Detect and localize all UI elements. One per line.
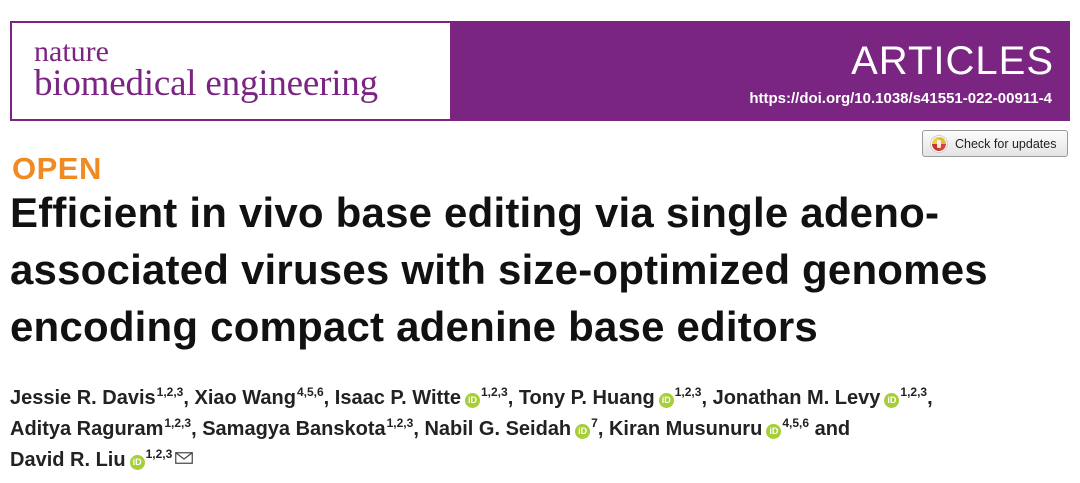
check-for-updates-icon: [930, 134, 948, 153]
author-item[interactable]: David R. Liu iD1,2,3: [10, 447, 173, 471]
author-item[interactable]: Jonathan M. Levy iD1,2,3: [712, 385, 928, 409]
author-item[interactable]: Jessie R. Davis1,2,3: [10, 385, 184, 409]
author-affiliation: 1,2,3: [386, 416, 414, 430]
author-separator: ,: [413, 418, 425, 440]
author-affiliation: 1,2,3: [156, 385, 184, 399]
mail-icon[interactable]: [175, 452, 194, 464]
orcid-icon[interactable]: iD: [129, 455, 145, 470]
author-name: Tony P. Huang: [518, 387, 655, 409]
author-separator: and: [809, 418, 851, 440]
check-for-updates-label: Check for updates: [955, 136, 1057, 151]
author-separator: ,: [927, 387, 933, 409]
author-separator: ,: [597, 418, 609, 440]
author-name: Kiran Musunuru: [608, 418, 763, 440]
author-item[interactable]: Samagya Banskota1,2,3: [202, 416, 414, 440]
author-name: Aditya Raguram: [10, 418, 164, 440]
author-name: Isaac P. Witte: [334, 387, 461, 409]
author-item[interactable]: Aditya Raguram1,2,3: [10, 416, 192, 440]
orcid-icon[interactable]: iD: [575, 424, 591, 439]
author-separator: ,: [507, 387, 519, 409]
orcid-icon[interactable]: iD: [884, 393, 900, 408]
orcid-icon[interactable]: iD: [766, 424, 782, 439]
orcid-icon[interactable]: iD: [464, 393, 480, 408]
doi-link[interactable]: https://doi.org/10.1038/s41551-022-00911…: [749, 90, 1052, 107]
author-affiliation: 4,5,6: [296, 385, 324, 399]
orcid-icon[interactable]: iD: [658, 393, 674, 408]
journal-logo[interactable]: nature biomedical engineering: [12, 23, 450, 119]
journal-banner: nature biomedical engineering ARTICLES h…: [10, 21, 1070, 121]
section-label: ARTICLES: [851, 39, 1054, 83]
author-separator: ,: [323, 387, 335, 409]
open-access-label: OPEN: [12, 151, 102, 186]
author-name: Samagya Banskota: [202, 418, 386, 440]
article-title: Efficient in vivo base editing via singl…: [10, 189, 988, 350]
author-item[interactable]: Nabil G. Seidah iD7: [424, 416, 598, 440]
author-affiliation: 1,2,3: [674, 385, 702, 399]
author-item[interactable]: Tony P. Huang iD1,2,3: [518, 385, 702, 409]
banner-section-block: ARTICLES https://doi.org/10.1038/s41551-…: [450, 23, 1068, 119]
author-name: Xiao Wang: [194, 387, 296, 409]
author-affiliation: 1,2,3: [480, 385, 508, 399]
author-affiliation: 1,2,3: [145, 447, 173, 461]
author-name: Nabil G. Seidah: [424, 418, 572, 440]
check-for-updates-button[interactable]: Check for updates: [922, 130, 1068, 157]
author-name: David R. Liu: [10, 449, 126, 471]
author-item[interactable]: Isaac P. Witte iD1,2,3: [334, 385, 508, 409]
author-affiliation: 1,2,3: [900, 385, 928, 399]
journal-logo-name: biomedical engineering: [34, 63, 378, 104]
author-separator: ,: [701, 387, 713, 409]
author-affiliation: 7: [591, 416, 598, 430]
author-separator: ,: [191, 418, 203, 440]
author-separator: ,: [183, 387, 195, 409]
author-name: Jessie R. Davis: [10, 387, 156, 409]
author-name: Jonathan M. Levy: [712, 387, 881, 409]
author-affiliation: 1,2,3: [164, 416, 192, 430]
journal-logo-nature: nature: [34, 35, 109, 68]
author-list: Jessie R. Davis1,2,3, Xiao Wang4,5,6, Is…: [10, 383, 1070, 476]
author-item[interactable]: Xiao Wang4,5,6: [194, 385, 324, 409]
author-affiliation: 4,5,6: [782, 416, 810, 430]
author-item[interactable]: Kiran Musunuru iD4,5,6: [608, 416, 810, 440]
